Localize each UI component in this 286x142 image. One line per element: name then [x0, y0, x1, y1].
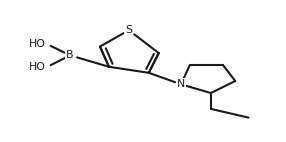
Text: S: S — [125, 25, 132, 35]
Text: B: B — [66, 50, 74, 60]
Text: HO: HO — [28, 62, 45, 72]
Text: HO: HO — [28, 39, 45, 49]
Text: N: N — [177, 79, 185, 89]
